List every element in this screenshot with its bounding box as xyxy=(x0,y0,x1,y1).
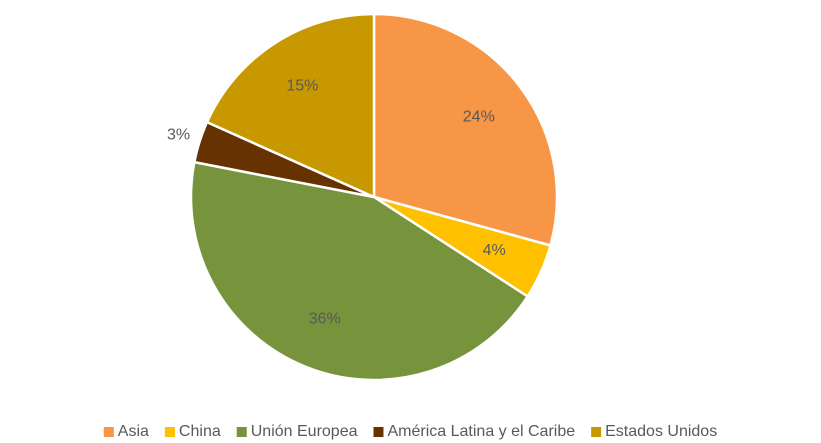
legend-label: Unión Europea xyxy=(251,423,358,440)
data-label: 3% xyxy=(167,126,190,143)
legend-label: Asia xyxy=(118,423,149,440)
pie-slice xyxy=(372,12,559,248)
data-label: 15% xyxy=(286,78,318,95)
legend-swatch xyxy=(236,427,247,437)
legend-swatch xyxy=(164,427,175,437)
legend-label: América Latina y el Caribe xyxy=(387,423,575,440)
pie-slice xyxy=(205,12,376,199)
data-label: 4% xyxy=(483,242,506,259)
legend-label: China xyxy=(179,423,221,440)
pie-slice xyxy=(189,160,530,382)
data-label: 36% xyxy=(309,310,341,327)
data-label: 24% xyxy=(463,108,495,125)
legend-swatch xyxy=(591,427,602,437)
legend-swatch xyxy=(103,427,114,437)
legend-swatch xyxy=(373,427,384,437)
legend: Asia China Unión Europea América Latina y e… xyxy=(103,423,717,440)
legend-label: Estados Unidos xyxy=(605,423,717,440)
